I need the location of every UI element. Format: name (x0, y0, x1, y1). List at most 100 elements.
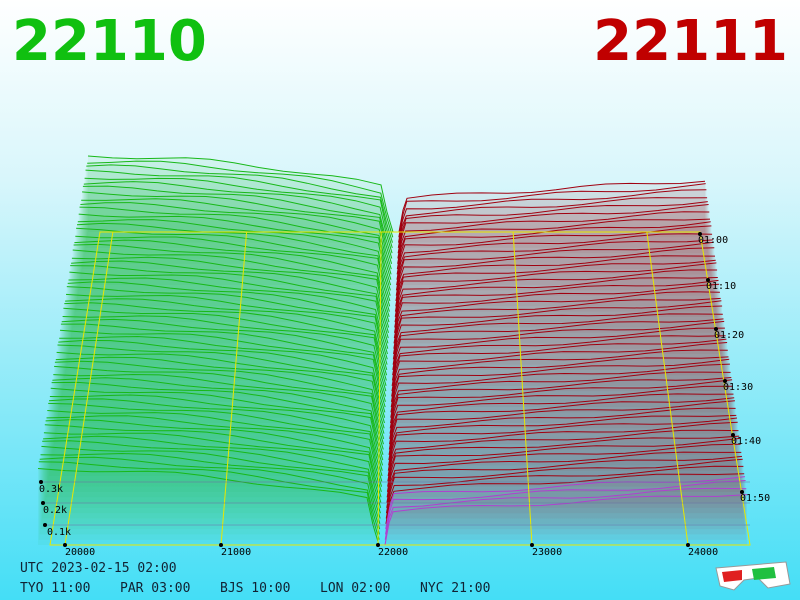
ask-depth-line (387, 417, 738, 471)
time-tick (698, 232, 702, 236)
bid-depth-fill (87, 161, 393, 238)
bid-depth-fill (86, 164, 393, 243)
bid-depth-line (42, 440, 381, 519)
ask-depth-line (390, 371, 731, 424)
ask-depth-fill (395, 260, 716, 312)
ask-depth-line (386, 451, 742, 503)
ask-depth-fill (386, 452, 742, 503)
bid-depth-line (58, 339, 386, 418)
bid-depth-line (86, 164, 393, 243)
ask-depth-line (392, 313, 723, 365)
bid-depth-line (87, 155, 394, 233)
ask-depth-line (391, 342, 728, 397)
bid-depth-line (39, 456, 380, 535)
bid-depth-line (82, 185, 393, 264)
time-label: 01:30 (723, 382, 753, 393)
bid-depth-line (51, 381, 384, 461)
ask-depth-line (392, 305, 723, 360)
ask-depth-line (397, 197, 708, 248)
3d-glasses-icon (715, 561, 791, 591)
bid-depth-line (69, 271, 389, 349)
bid-depth-line (76, 227, 391, 307)
ask-depth-fill (385, 494, 747, 545)
bid-depth-fill (66, 286, 388, 365)
volume-label: 0.1k (47, 527, 71, 538)
ask-depth-line (388, 397, 735, 450)
ask-depth-line (392, 320, 725, 376)
ask-depth-line (386, 455, 743, 508)
bid-depth-line (56, 351, 385, 429)
ask-depth-fill (392, 335, 726, 386)
ask-depth-fill (385, 488, 747, 540)
bid-depth-line (72, 249, 390, 328)
bid-depth-fill (65, 298, 387, 376)
ask-depth-line (394, 259, 716, 312)
ask-depth-fill (390, 372, 731, 423)
bid-depth-line (43, 432, 382, 509)
zone-clock: NYC 21:00 (420, 581, 490, 596)
bid-depth-line (83, 181, 393, 259)
ask-depth-fill (387, 430, 739, 482)
price-label: 24000 (688, 547, 718, 558)
bid-depth-fill (39, 457, 380, 535)
ask-depth-line (386, 443, 741, 498)
bid-depth-fill (64, 302, 387, 381)
ask-depth-line (386, 437, 740, 492)
bid-depth-line (59, 335, 386, 413)
bid-depth-fill (40, 453, 380, 530)
bid-depth-line (75, 235, 390, 312)
bid-depth-line (47, 410, 383, 487)
ask-depth-line (385, 465, 744, 519)
bid-depth-line (79, 206, 392, 286)
ask-depth-fill (393, 313, 723, 365)
world-clocks: TYO 11:00 PAR 03:00 BJS 10:00 LON 02:00 NYC … (20, 581, 490, 596)
zone-clock: TYO 11:00 (20, 581, 90, 596)
ask-depth-fill (394, 291, 720, 344)
ask-depth-line (390, 363, 730, 418)
time-tick (740, 490, 744, 494)
bid-depth-line (71, 260, 389, 339)
ask-depth-fill (396, 233, 713, 286)
bid-depth-line (54, 360, 385, 440)
ask-depth-line (387, 435, 740, 487)
ask-depth-fill (389, 393, 734, 445)
utc-clock: UTC 2023-02-15 02:00 (20, 561, 177, 576)
bid-depth-fill (49, 398, 383, 477)
bid-depth-line (48, 402, 383, 482)
bid-depth-line (53, 373, 384, 450)
bid-depth-line (65, 293, 388, 371)
time-label: 01:50 (740, 493, 770, 504)
bid-depth-line (82, 191, 392, 270)
bid-depth-line (37, 468, 380, 546)
volume-label: 0.3k (39, 484, 63, 495)
ask-depth-line (396, 221, 711, 275)
bid-depth-line (81, 198, 392, 275)
price-grid-line (220, 231, 248, 546)
price-tick (686, 543, 690, 547)
bid-depth-line (63, 307, 387, 386)
ask-depth-line (393, 297, 721, 349)
bid-depth-fill (76, 228, 390, 307)
time-tick (731, 433, 735, 437)
ask-depth-line (394, 279, 719, 333)
price-tick (63, 543, 67, 547)
depth-surface (37, 155, 748, 546)
ask-depth-line (392, 318, 724, 370)
axes: 20000 21000 22000 23000 24000 0.1k 0.2k 0.3k 01:… (39, 231, 770, 558)
price-label: 20000 (65, 547, 95, 558)
bid-depth-line (40, 452, 381, 530)
ask-depth-fill (398, 201, 708, 254)
zone-clock: PAR 03:00 (120, 581, 190, 596)
ask-depth-line (398, 183, 706, 238)
volume-tick (41, 501, 45, 505)
bid-depth-line (54, 365, 384, 445)
ask-depth-line (390, 358, 730, 413)
bid-depth-fill (83, 181, 392, 259)
time-tick (723, 379, 727, 383)
ask-depth-line (394, 277, 718, 328)
bid-depth-line (66, 286, 388, 365)
bid-depth-line (48, 398, 383, 477)
ask-depth-line (388, 400, 735, 455)
bid-depth-line (87, 160, 394, 238)
